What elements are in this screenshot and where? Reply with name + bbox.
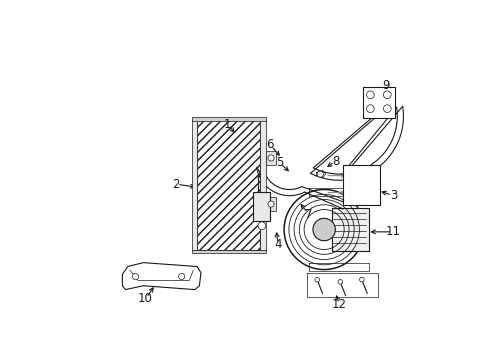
Text: 9: 9 xyxy=(381,79,389,92)
Bar xyxy=(192,120,197,249)
Bar xyxy=(362,87,394,118)
Text: 3: 3 xyxy=(389,189,396,202)
Text: 10: 10 xyxy=(138,292,153,305)
Circle shape xyxy=(383,91,390,99)
Bar xyxy=(265,151,276,165)
Bar xyxy=(253,192,270,221)
Circle shape xyxy=(359,277,364,282)
Bar xyxy=(260,120,265,249)
Text: 12: 12 xyxy=(331,298,346,311)
Text: 4: 4 xyxy=(274,238,281,251)
Circle shape xyxy=(317,171,323,177)
Text: 7: 7 xyxy=(305,208,312,221)
Circle shape xyxy=(284,189,364,270)
Circle shape xyxy=(178,274,184,280)
Bar xyxy=(192,117,265,121)
Bar xyxy=(192,249,265,253)
Text: 11: 11 xyxy=(385,225,400,238)
Text: 2: 2 xyxy=(171,177,179,190)
Bar xyxy=(265,197,276,211)
Text: 5: 5 xyxy=(275,156,283,169)
Circle shape xyxy=(132,274,138,280)
Text: 1: 1 xyxy=(224,118,231,131)
Text: 6: 6 xyxy=(266,138,273,151)
Circle shape xyxy=(383,105,390,112)
Circle shape xyxy=(267,201,274,207)
Bar xyxy=(197,120,260,249)
Circle shape xyxy=(257,222,265,230)
Circle shape xyxy=(337,280,342,284)
Circle shape xyxy=(366,105,373,112)
Circle shape xyxy=(267,155,274,161)
Bar xyxy=(331,208,368,251)
Polygon shape xyxy=(122,263,201,289)
Circle shape xyxy=(312,218,335,241)
Bar xyxy=(343,165,380,205)
Circle shape xyxy=(366,91,373,99)
Circle shape xyxy=(314,277,319,282)
Text: 8: 8 xyxy=(331,154,339,167)
